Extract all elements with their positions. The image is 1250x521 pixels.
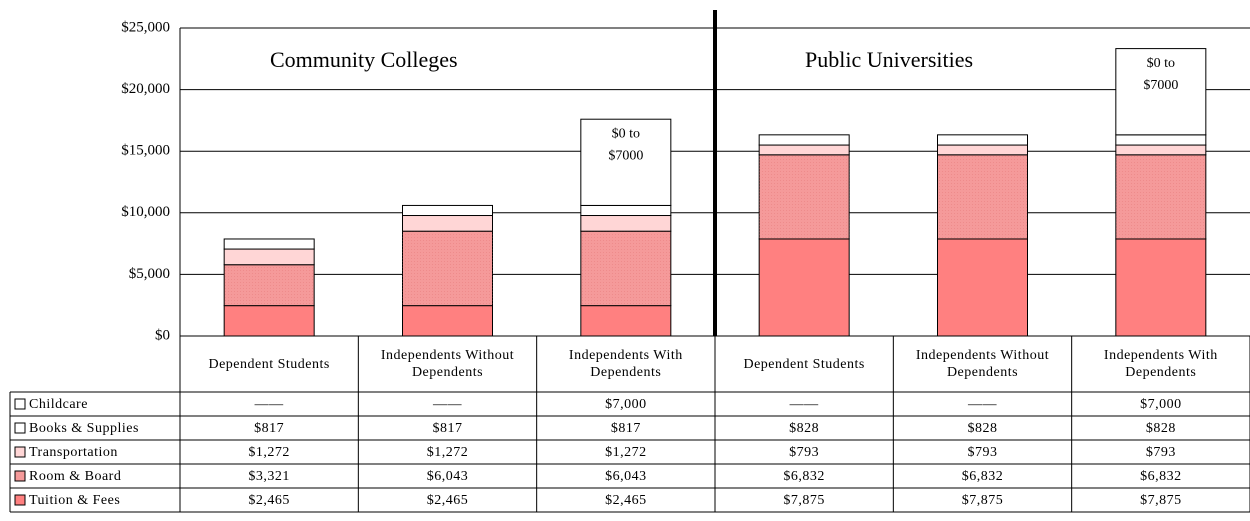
bar-segment [580, 118, 672, 206]
bar-segment [937, 134, 1028, 146]
table-value: $2,465 [605, 493, 647, 508]
bar-texture [580, 231, 671, 306]
legend-label: Books & Supplies [29, 421, 139, 436]
table-value: —— [432, 397, 463, 412]
bar-segment [1115, 144, 1207, 156]
y-tick-label: $15,000 [121, 143, 170, 159]
annotation: $0 to [1147, 56, 1175, 71]
table-value: —— [967, 397, 998, 412]
category-cell: Independents Without Dependents [915, 348, 1050, 380]
table-value: $7,875 [1140, 493, 1182, 508]
table-value: $7,875 [783, 493, 825, 508]
legend-swatch [14, 422, 26, 434]
category-cell: Dependent Students [743, 356, 865, 372]
bar-texture [1115, 154, 1206, 239]
bar-segment [758, 238, 850, 337]
x-tick-label: Dependent Students [743, 356, 865, 372]
bar-segment [937, 238, 1028, 337]
y-tick-label: $20,000 [121, 81, 170, 97]
table-value: $3,321 [248, 469, 290, 484]
bar-segment [580, 204, 672, 217]
x-tick-label: Independents With Dependents [1103, 348, 1218, 380]
category-cell: Independents With Dependents [568, 348, 683, 380]
table-value: $2,465 [427, 493, 469, 508]
legend-label: Room & Board [29, 469, 121, 484]
y-tick-label: $0 [155, 327, 170, 343]
group-label: Community Colleges [270, 47, 458, 72]
table-value: $817 [611, 421, 641, 436]
x-tick-label: Independents With Dependents [568, 348, 683, 380]
table-value: —— [789, 397, 820, 412]
bar-segment [223, 305, 315, 337]
bar-segment [580, 215, 672, 232]
table-value: $817 [254, 421, 284, 436]
legend-swatch [14, 398, 26, 410]
legend-swatch [14, 494, 26, 506]
y-tick-label: $5,000 [129, 266, 170, 282]
x-tick-label: Independents Without Dependents [915, 348, 1050, 380]
bar-segment [758, 144, 850, 156]
bar-segment [402, 305, 493, 337]
legend-swatch [14, 446, 26, 458]
bar-segment [402, 204, 493, 217]
bar-segment [758, 134, 850, 146]
bar-texture [224, 264, 315, 306]
table-value: $793 [1146, 445, 1176, 460]
bar-texture [937, 154, 1028, 239]
table-value: $793 [789, 445, 819, 460]
table-value: $6,832 [962, 469, 1004, 484]
bar-segment [223, 238, 315, 250]
table-value: $6,043 [427, 469, 469, 484]
table-value: $1,272 [248, 445, 290, 460]
bar-segment [402, 215, 493, 232]
x-tick-label: Dependent Students [208, 356, 330, 372]
table-value: $2,465 [248, 493, 290, 508]
legend-swatch [14, 470, 26, 482]
x-tick-label: Independents Without Dependents [380, 348, 515, 380]
category-cell: Independents With Dependents [1103, 348, 1218, 380]
bar-segment [937, 144, 1028, 156]
bar-texture [402, 231, 493, 306]
table-value: $6,043 [605, 469, 647, 484]
legend-label: Tuition & Fees [29, 493, 120, 508]
annotation: $0 to [612, 127, 640, 142]
table-value: $828 [1146, 421, 1176, 436]
category-cell: Independents Without Dependents [380, 348, 515, 380]
table-value: $817 [433, 421, 463, 436]
bar-segment [1115, 238, 1207, 337]
table-value: $828 [789, 421, 819, 436]
table-value: $828 [968, 421, 998, 436]
group-label: Public Universities [805, 47, 973, 72]
annotation: $7000 [608, 149, 643, 164]
legend-label: Childcare [29, 397, 88, 412]
bar-segment [580, 305, 672, 337]
legend-label: Transportation [29, 445, 118, 460]
y-tick-label: $10,000 [121, 204, 170, 220]
table-value: $6,832 [1140, 469, 1182, 484]
table-value: $7,875 [962, 493, 1004, 508]
bar-segment [223, 248, 315, 266]
table-value: $7,000 [605, 397, 647, 412]
table-value: $6,832 [783, 469, 825, 484]
y-tick-label: $25,000 [121, 19, 170, 35]
table-value: $793 [968, 445, 998, 460]
bar-segment [1115, 134, 1207, 146]
annotation: $7000 [1143, 78, 1178, 93]
table-value: $1,272 [427, 445, 469, 460]
table-value: —— [254, 397, 285, 412]
bar-segment [1115, 48, 1207, 136]
table-value: $1,272 [605, 445, 647, 460]
category-cell: Dependent Students [208, 356, 330, 372]
bar-texture [759, 154, 850, 239]
table-value: $7,000 [1140, 397, 1182, 412]
